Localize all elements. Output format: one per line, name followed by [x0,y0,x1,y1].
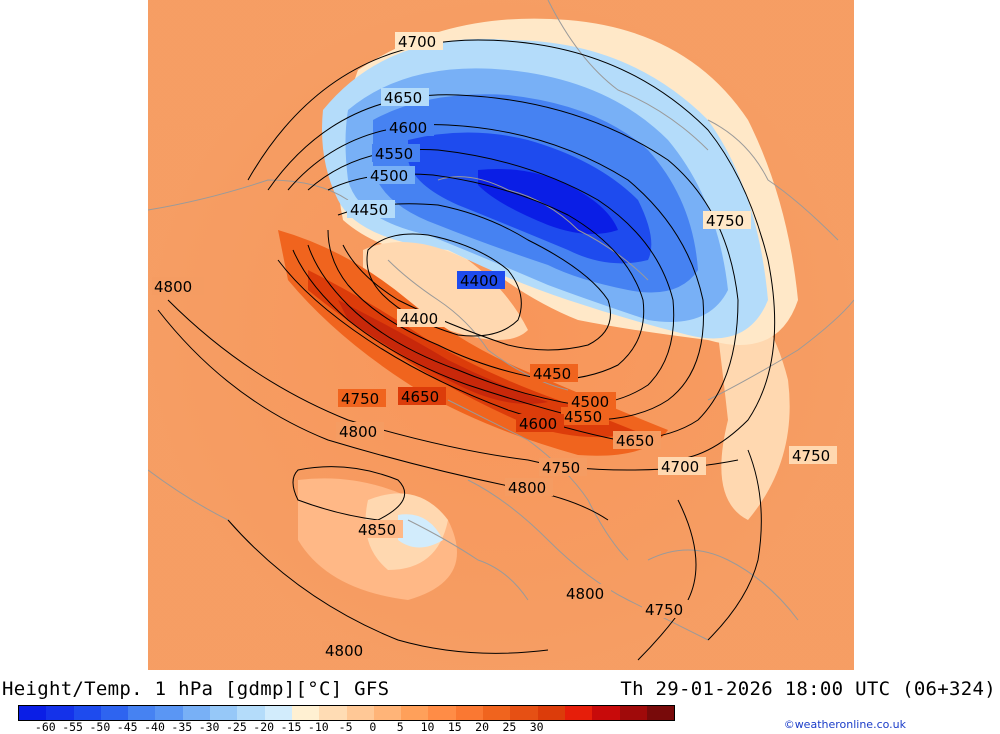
color-scale-tick-label: -45 [116,720,138,734]
color-scale-segment [401,706,429,720]
color-scale-segment [510,706,538,720]
color-scale-segment [19,706,47,720]
color-scale-tick-label: 0 [369,720,377,734]
color-scale-tick-label: -20 [253,720,275,734]
contour-label: 4800 [325,642,363,660]
color-scale-segment [73,706,101,720]
contour-label: 4400 [460,272,498,290]
contour-label: 4700 [661,458,699,476]
color-scale-segment [155,706,183,720]
color-scale-tick-label: -55 [62,720,83,734]
contour-labels: 4700 4650 4600 4550 4500 4450 4400 4400 … [152,32,837,660]
map-canvas: 4700 4650 4600 4550 4500 4450 4400 4400 … [148,0,854,670]
color-scale-segment [346,706,374,720]
contour-label: 4550 [375,145,413,163]
color-scale-segment [428,706,456,720]
color-scale-tick-label: -35 [171,720,193,734]
color-scale-segment [483,706,511,720]
color-scale-tick-label: -30 [198,720,220,734]
color-scale-segment [455,706,484,720]
color-scale-tick-label: 20 [475,720,490,734]
color-scale-tick-label: -60 [34,720,56,734]
coastlines [148,0,854,641]
color-scale-tick-label: 5 [396,720,404,734]
color-scale-tick-label: -40 [144,720,165,734]
color-scale-segment [319,706,347,720]
contour-label: 4800 [566,585,604,603]
contour-label: 4800 [508,479,546,497]
color-scale-tick-label: -5 [338,720,353,734]
contour-label: 4800 [339,423,377,441]
color-scale-segment [564,706,593,720]
contour-label: 4600 [389,119,427,137]
map-timestamp: Th 29-01-2026 18:00 UTC (06+324) [620,678,996,700]
credit-link[interactable]: ©weatheronline.co.uk [783,718,906,731]
color-scale-segment [237,706,265,720]
contour-label: 4550 [564,408,602,426]
contour-label: 4850 [358,521,396,539]
color-scale-segment [373,706,402,720]
color-scale-segment [128,706,156,720]
color-scale-segment [210,706,238,720]
color-scale-tick-label: -25 [226,720,247,734]
color-scale-segment [100,706,129,720]
color-scale-tick-label: 10 [420,720,435,734]
color-scale-segment [537,706,565,720]
color-scale-ticks: -60 -55 -50 -45 -40 -35 -30 -25 -20 -15 -10 -5 0 5 10 1… [18,720,578,734]
contour-label: 4700 [398,33,436,51]
color-scale-bar [18,705,676,721]
color-scale-tick-label: 30 [529,720,544,734]
color-scale-tick-label: 15 [447,720,462,734]
contour-4700 [247,39,776,461]
color-scale-segment [264,706,292,720]
map-title: Height/Temp. 1 hPa [gdmp][°C] GFS [2,678,390,700]
contour-label: 4750 [542,459,580,477]
contour-label: 4450 [533,365,571,383]
color-scale-tick-label: -15 [280,720,302,734]
contour-label: 4500 [571,393,609,411]
contour-label: 4650 [616,432,654,450]
color-scale-segment [646,706,675,720]
color-scale-tick-label: -50 [89,720,111,734]
contour-label: 4800 [154,278,192,296]
contour-label: 4750 [645,601,683,619]
color-scale-segment [182,706,211,720]
contour-label: 4650 [384,89,422,107]
contour-label: 4500 [370,167,408,185]
contour-label: 4750 [706,212,744,230]
color-scale-segment [46,706,74,720]
weather-map: 4700 4650 4600 4550 4500 4450 4400 4400 … [148,0,854,670]
contour-label: 4600 [519,415,557,433]
contour-label: 4650 [401,388,439,406]
color-scale-segment [291,706,320,720]
contour-label: 4750 [341,390,379,408]
color-scale-segment [592,706,620,720]
color-scale-tick-label: -10 [307,720,329,734]
contour-label: 4400 [400,310,438,328]
color-scale-tick-label: 25 [502,720,517,734]
color-scale-segment [619,706,647,720]
contour-label: 4750 [792,447,830,465]
height-contours [157,39,776,661]
contour-label: 4450 [350,201,388,219]
